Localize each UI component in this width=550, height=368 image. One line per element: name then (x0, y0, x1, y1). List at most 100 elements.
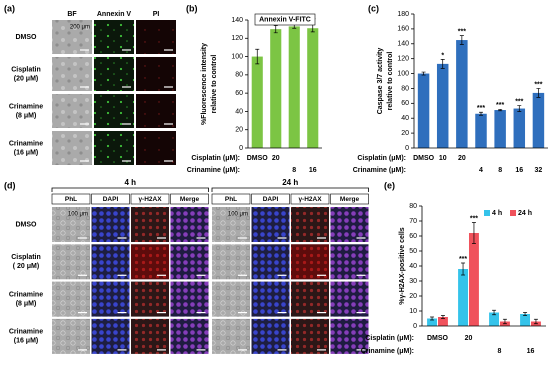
x-tick-label: DMSO (413, 155, 435, 162)
significance: *** (470, 215, 478, 222)
column-header: PhL (65, 196, 77, 203)
micrograph (52, 281, 90, 317)
error-bar (273, 25, 278, 34)
legend-label: 4 h (492, 210, 502, 217)
micrograph-overlay (131, 244, 169, 280)
row-label: (8 μM) (16, 112, 37, 119)
x-tick-label: DMSO (247, 155, 269, 162)
micrograph-overlay (291, 244, 329, 280)
significance: *** (515, 98, 523, 105)
panel-label: (d) (4, 180, 16, 190)
panel-label: (a) (4, 3, 15, 13)
y-axis-label: relative to control (211, 55, 218, 114)
x-row-label: Crinamine (μM): (353, 167, 406, 174)
micrograph (212, 244, 250, 280)
column-header: Merge (340, 196, 360, 203)
micrograph (136, 57, 176, 91)
micrograph (94, 57, 134, 91)
x-tick-label: 20 (458, 155, 466, 162)
bar (456, 40, 468, 148)
row-label: ( 20 μM) (13, 263, 39, 270)
column-header: γ-H2AX (298, 196, 322, 203)
micrograph (52, 94, 92, 128)
error-bar (479, 111, 483, 116)
y-tick-label: 70 (409, 218, 417, 225)
error-bar (421, 71, 426, 76)
title-box (254, 13, 316, 26)
column-header: PhL (225, 196, 237, 203)
y-tick-label: 80 (409, 203, 417, 210)
micrograph (131, 244, 169, 280)
micrograph (212, 207, 250, 242)
micrograph (52, 318, 90, 354)
y-tick-label: 60 (409, 233, 417, 240)
row-label: DMSO (16, 221, 38, 228)
chart-title: Annexin V-FITC (259, 16, 311, 23)
panel-label: (c) (368, 3, 379, 13)
column-header: Annexin V (97, 11, 132, 18)
micrograph (52, 20, 92, 54)
x-tick-label: 8 (498, 348, 502, 355)
x-tick-label: 16 (527, 348, 535, 355)
micrograph (52, 244, 90, 280)
micrograph (94, 20, 134, 54)
y-tick-label: 60 (401, 100, 409, 107)
error-bar (461, 262, 466, 276)
micrograph (52, 207, 90, 242)
y-axis-label: %Fluorescence intensity (201, 43, 208, 125)
bar (251, 56, 263, 149)
x-row-label: Cisplatin (μM): (191, 155, 240, 162)
y-tick-label: 20 (409, 293, 417, 300)
y-tick-label: 40 (409, 263, 417, 270)
header-box (211, 193, 251, 205)
bar (427, 318, 438, 326)
row-label: Crinamine (9, 103, 43, 110)
micrograph (136, 131, 176, 165)
bar (468, 233, 479, 326)
bar (270, 29, 282, 149)
error-bar (502, 318, 507, 325)
x-row-label: Crinamine (μM): (187, 167, 240, 174)
micrograph (330, 281, 369, 317)
y-tick-label: 20 (401, 130, 409, 137)
error-bar (523, 312, 528, 316)
scale-bar-label: 100 μm (68, 212, 88, 218)
y-tick-label: 180 (397, 11, 409, 18)
micrograph (212, 318, 250, 354)
bar (436, 63, 449, 148)
row-label: (8 μM) (16, 300, 37, 307)
row-label: DMSO (16, 34, 38, 41)
header-box (170, 193, 209, 205)
x-tick-label: 8 (498, 167, 502, 174)
x-tick-label: 20 (272, 155, 280, 162)
header-box (91, 193, 130, 205)
x-row-label: Crinamine (μM): (361, 348, 414, 355)
x-tick-label: 16 (309, 167, 317, 174)
scale-bar-label: 200 μm (70, 25, 90, 31)
column-header: γ-H2AX (138, 196, 162, 203)
header-box (251, 193, 290, 205)
micrograph (251, 244, 290, 280)
micrograph (170, 318, 209, 354)
y-tick-label: 0 (413, 323, 417, 330)
y-tick-label: 140 (397, 41, 409, 48)
micrograph (170, 244, 209, 280)
micrograph (251, 318, 290, 354)
error-bar (498, 108, 503, 112)
y-tick-label: 120 (397, 56, 409, 63)
row-label: Crinamine (9, 140, 43, 147)
micrograph (136, 20, 176, 54)
y-tick-label: 0 (239, 145, 243, 152)
x-tick-label: 4 (479, 167, 483, 174)
error-bar (430, 316, 435, 321)
bar (532, 92, 545, 148)
legend-swatch (510, 210, 516, 216)
header-box (330, 193, 369, 205)
row-label: Cisplatin (11, 254, 41, 261)
scale-bar-label: 100 μm (228, 212, 248, 218)
error-bar (492, 309, 497, 316)
y-tick-label: 100 (231, 53, 243, 60)
y-tick-label: 120 (231, 35, 243, 42)
micrograph (170, 207, 209, 242)
